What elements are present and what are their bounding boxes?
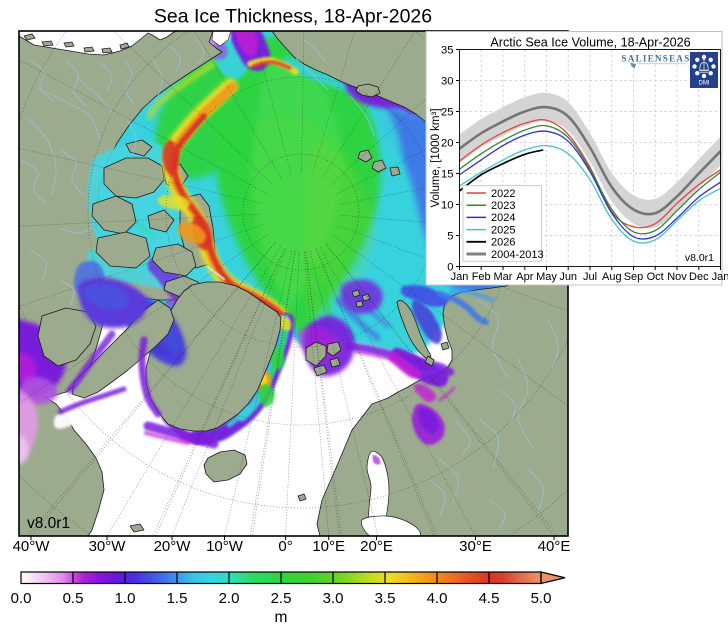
svg-text:40°W: 40°W — [13, 538, 51, 555]
svg-text:Jan: Jan — [451, 271, 469, 283]
svg-text:DMI: DMI — [699, 81, 710, 87]
svg-text:0°: 0° — [278, 538, 292, 555]
svg-text:Nov: Nov — [667, 271, 687, 283]
svg-text:0.0: 0.0 — [11, 590, 32, 607]
svg-text:Volume, [1000 km³]: Volume, [1000 km³] — [430, 108, 442, 207]
svg-text:4.0: 4.0 — [427, 590, 448, 607]
svg-text:Jan: Jan — [712, 271, 728, 283]
svg-text:May: May — [536, 271, 557, 283]
svg-text:25: 25 — [441, 107, 453, 119]
svg-text:10: 10 — [441, 200, 453, 212]
svg-text:Dec: Dec — [689, 271, 709, 283]
svg-text:Sep: Sep — [624, 271, 644, 283]
svg-text:2025: 2025 — [491, 224, 515, 236]
svg-text:1.0: 1.0 — [115, 590, 136, 607]
svg-text:Mar: Mar — [494, 271, 513, 283]
svg-text:2004-2013: 2004-2013 — [491, 249, 544, 261]
svg-text:15: 15 — [441, 169, 453, 181]
svg-text:Aug: Aug — [602, 271, 622, 283]
svg-text:Oct: Oct — [647, 271, 664, 283]
svg-text:40°E: 40°E — [538, 538, 571, 555]
svg-text:35: 35 — [441, 45, 453, 57]
svg-text:30: 30 — [441, 76, 453, 88]
svg-text:2.5: 2.5 — [271, 590, 292, 607]
svg-text:10°W: 10°W — [206, 538, 244, 555]
svg-text:Feb: Feb — [472, 271, 491, 283]
svg-text:20°W: 20°W — [154, 538, 192, 555]
svg-text:5: 5 — [447, 231, 453, 243]
svg-text:3.5: 3.5 — [375, 590, 396, 607]
svg-text:3.0: 3.0 — [323, 590, 344, 607]
svg-text:2023: 2023 — [491, 200, 515, 212]
svg-text:Sea Ice Thickness, 18-Apr-2026: Sea Ice Thickness, 18-Apr-2026 — [154, 6, 432, 28]
svg-text:v8.0r1: v8.0r1 — [685, 252, 714, 264]
svg-text:20°E: 20°E — [360, 538, 393, 555]
svg-text:30°E: 30°E — [459, 538, 492, 555]
svg-text:2024: 2024 — [491, 212, 515, 224]
svg-text:Apr: Apr — [516, 271, 533, 283]
svg-text:v8.0r1: v8.0r1 — [27, 515, 70, 532]
svg-text:4.5: 4.5 — [479, 590, 500, 607]
svg-text:2.0: 2.0 — [219, 590, 240, 607]
svg-text:m: m — [275, 609, 288, 626]
svg-text:20: 20 — [441, 138, 453, 150]
svg-text:0.5: 0.5 — [63, 590, 84, 607]
svg-text:10°E: 10°E — [312, 538, 345, 555]
svg-text:2026: 2026 — [491, 237, 515, 249]
svg-text:SALIENSEAS: SALIENSEAS — [621, 54, 690, 64]
svg-text:30°W: 30°W — [89, 538, 127, 555]
svg-text:Jul: Jul — [583, 271, 597, 283]
svg-text:Jun: Jun — [559, 271, 577, 283]
svg-text:1.5: 1.5 — [167, 590, 188, 607]
svg-text:Arctic Sea Ice Volume, 18-Apr-: Arctic Sea Ice Volume, 18-Apr-2026 — [490, 36, 690, 50]
svg-text:2022: 2022 — [491, 188, 515, 200]
svg-text:5.0: 5.0 — [531, 590, 552, 607]
